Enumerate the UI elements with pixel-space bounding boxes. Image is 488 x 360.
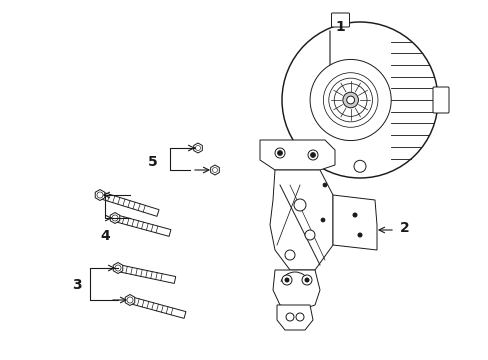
Polygon shape (117, 265, 175, 283)
Polygon shape (260, 140, 334, 170)
Polygon shape (113, 262, 122, 274)
Circle shape (352, 212, 357, 217)
Text: 3: 3 (72, 278, 81, 292)
Circle shape (357, 233, 362, 238)
Circle shape (302, 275, 311, 285)
Text: 1: 1 (334, 20, 344, 34)
Circle shape (285, 313, 293, 321)
Polygon shape (129, 297, 185, 318)
Circle shape (293, 199, 305, 211)
Circle shape (284, 278, 289, 283)
Circle shape (320, 218, 325, 222)
Polygon shape (110, 212, 120, 224)
Circle shape (323, 183, 326, 187)
Circle shape (346, 96, 354, 104)
Polygon shape (99, 192, 159, 216)
Circle shape (295, 313, 304, 321)
Circle shape (307, 150, 317, 160)
FancyBboxPatch shape (432, 87, 448, 113)
Circle shape (342, 92, 358, 108)
Polygon shape (272, 270, 319, 310)
Text: 4: 4 (100, 229, 110, 243)
FancyBboxPatch shape (331, 13, 349, 27)
Circle shape (274, 148, 285, 158)
Circle shape (277, 150, 282, 156)
Text: 2: 2 (399, 221, 409, 235)
Polygon shape (210, 165, 219, 175)
Circle shape (304, 278, 309, 283)
Circle shape (285, 250, 294, 260)
Polygon shape (276, 305, 312, 330)
Polygon shape (269, 170, 332, 270)
Circle shape (282, 22, 437, 178)
Circle shape (310, 153, 315, 158)
Polygon shape (114, 215, 171, 237)
Circle shape (353, 160, 365, 172)
Text: 5: 5 (148, 155, 158, 169)
Circle shape (305, 230, 314, 240)
Polygon shape (193, 143, 202, 153)
Polygon shape (125, 294, 135, 306)
Circle shape (309, 59, 390, 140)
Polygon shape (95, 189, 104, 201)
Polygon shape (332, 195, 376, 250)
Circle shape (282, 275, 291, 285)
